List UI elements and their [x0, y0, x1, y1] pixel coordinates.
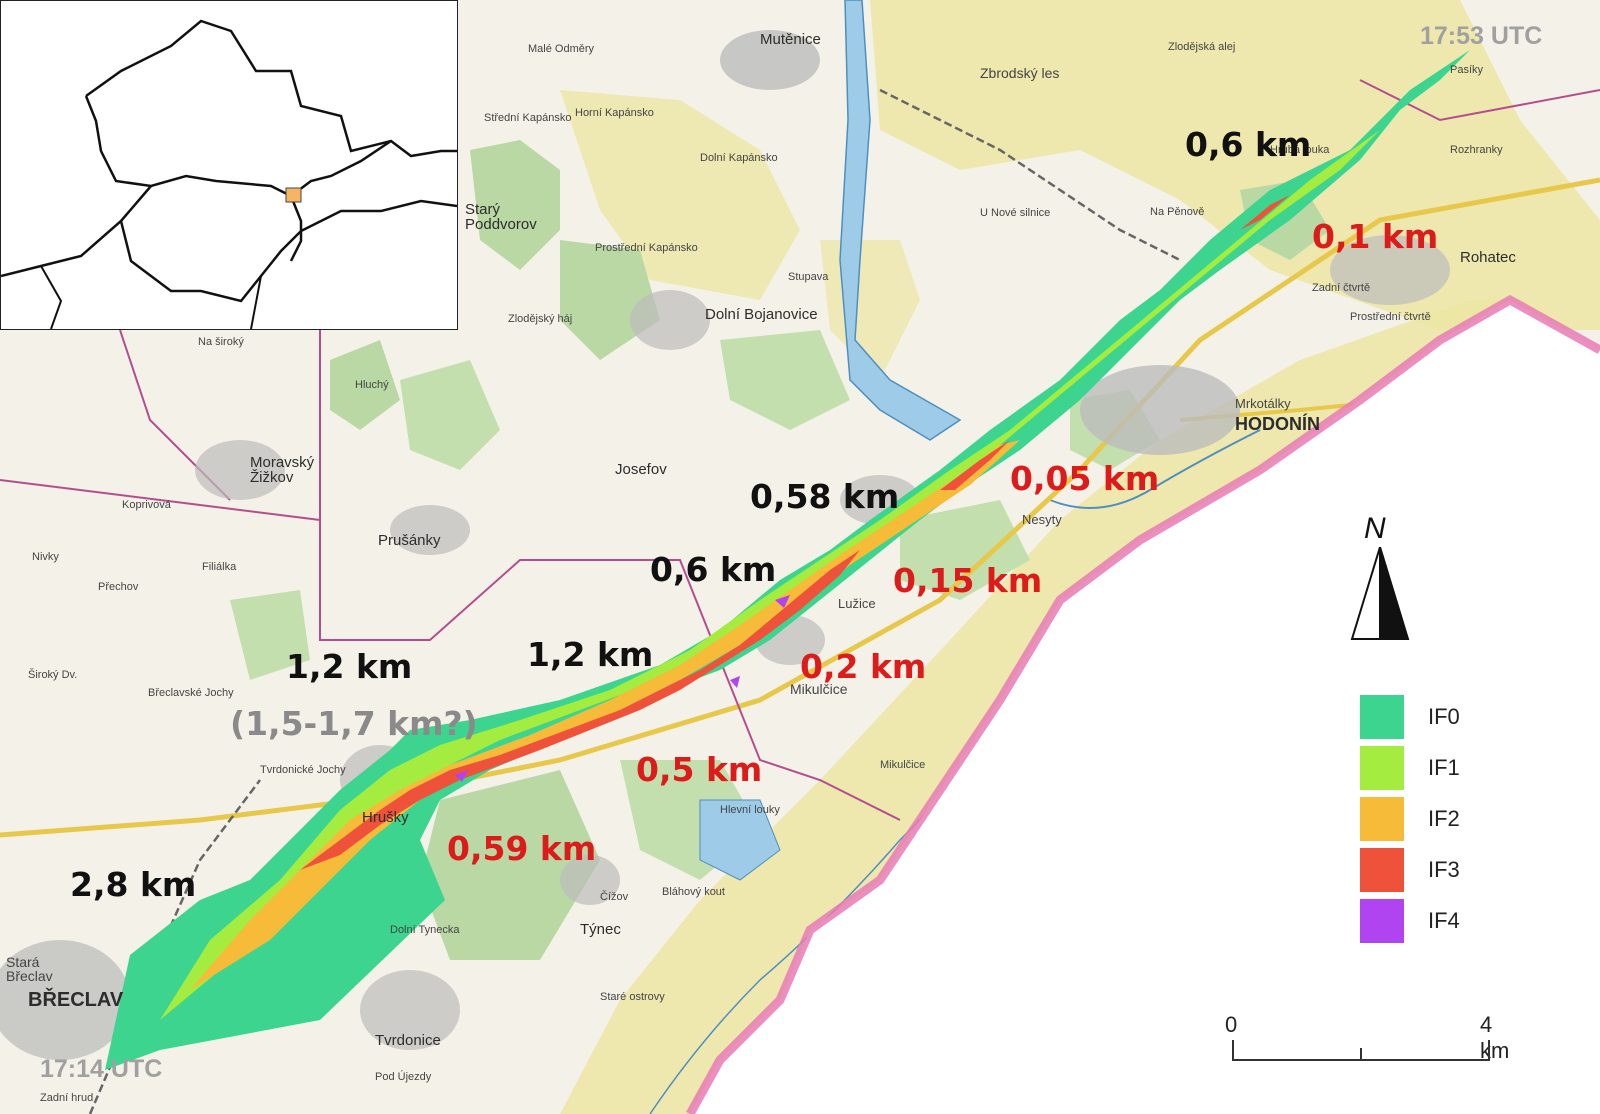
label-na-siroky: Na široký [198, 336, 244, 348]
scale-bar-line [1232, 1040, 1490, 1061]
label-koprivova: Koprivová [122, 499, 171, 511]
legend-swatch-if4 [1360, 899, 1404, 943]
label-breclavske-jochy: Břeclavské Jochy [148, 687, 234, 699]
label-male-odmery: Malé Odměry [528, 43, 595, 55]
legend-swatch-if0 [1360, 695, 1404, 739]
north-arrow-icon [1350, 547, 1410, 640]
place-stara-breclav: Stará Břeclav [6, 954, 53, 984]
label-zlodejska-alej: Zlodějská alej [1168, 41, 1236, 53]
label-hluchy: Hluchý [355, 379, 389, 391]
place-rohatec: Rohatec [1460, 249, 1516, 266]
legend-label-if3: IF3 [1428, 857, 1460, 882]
width-label-0-6-ne: 0,6 km [1185, 125, 1312, 164]
place-moravsky-zizkov: Moravský Žižkov [250, 454, 315, 486]
label-zbrodsky-les: Zbrodský les [980, 65, 1060, 81]
place-josefov: Josefov [615, 461, 667, 478]
north-label: N [1364, 512, 1386, 545]
place-mikulcice: Mikulčice [790, 681, 848, 697]
label-hlevni-louky: Hlevní louky [720, 804, 780, 816]
label-stupava: Stupava [788, 271, 829, 283]
width-label-0-5: 0,5 km [636, 750, 763, 789]
place-stary-poddvorov: Starý Poddvorov [465, 201, 537, 233]
label-zadni-hrud: Zadní hrud [40, 1092, 94, 1104]
label-dolni-tynecka: Dolní Tynecka [390, 924, 460, 936]
place-hodonin: HODONÍN [1235, 414, 1320, 434]
label-dolni-kapansko: Dolní Kapánsko [700, 152, 778, 164]
width-label-1-2-west: 1,2 km [286, 647, 413, 686]
place-prusanky: Prušánky [378, 532, 441, 549]
legend-item-if4: IF4 [1360, 899, 1500, 943]
width-label-0-1: 0,1 km [1312, 217, 1439, 256]
width-label-0-6: 0,6 km [650, 550, 777, 589]
legend-item-if1: IF1 [1360, 746, 1500, 790]
place-mutenice: Mutěnice [760, 31, 821, 48]
legend-swatch-if3 [1360, 848, 1404, 892]
legend-label-if2: IF2 [1428, 806, 1460, 831]
label-prostredni-kapansko: Prostřední Kapánsko [595, 242, 698, 254]
scale-bar: 0 4 km [1225, 1010, 1509, 1063]
label-stare-ostrovy: Staré ostrovy [600, 991, 665, 1003]
scale-start-label: 0 [1225, 1012, 1238, 1037]
label-rozhranky: Rozhranky [1450, 144, 1503, 156]
width-label-0-58: 0,58 km [750, 477, 900, 516]
width-label-1-2-center: 1,2 km [527, 635, 654, 674]
label-prechov: Přechov [98, 581, 139, 593]
width-label-0-05: 0,05 km [1010, 459, 1160, 498]
legend-label-if0: IF0 [1428, 704, 1460, 729]
label-u-nove-silnice: U Nové silnice [980, 207, 1051, 219]
label-tvrdonicke-jochy: Tvrdonické Jochy [260, 764, 346, 776]
label-hruba-louka: Hrubá louka [1270, 144, 1330, 156]
width-label-2-8: 2,8 km [70, 865, 197, 904]
legend-item-if2: IF2 [1360, 797, 1500, 841]
end-time-label: 17:53 UTC [1420, 22, 1543, 50]
label-mrkotalky: Mrkotálky [1235, 396, 1291, 411]
label-siroky-dv: Široký Dv. [28, 669, 78, 681]
label-mikulcice-small: Mikulčice [880, 759, 926, 771]
place-tynec: Týnec [580, 921, 621, 938]
place-nesyty: Nesyty [1022, 512, 1062, 527]
label-zadni-ctvrte: Zadní čtvrtě [1312, 282, 1371, 294]
label-pasiky: Pasíky [1450, 64, 1484, 76]
label-filialka: Filiálka [202, 561, 237, 573]
label-horni-kapansko: Horní Kapánsko [575, 107, 654, 119]
label-cizov: Čížov [600, 891, 629, 903]
place-hrusky: Hrušky [362, 809, 409, 826]
inset-map [0, 0, 458, 330]
inset-location-marker [285, 187, 302, 203]
place-dolni-bojanovice: Dolní Bojanovice [705, 306, 818, 323]
place-luzice: Lužice [838, 596, 876, 611]
start-time-label: 17:14 UTC [40, 1055, 163, 1083]
width-label-0-2: 0,2 km [800, 647, 927, 686]
legend-item-if0: IF0 [1360, 695, 1500, 739]
width-label-0-59: 0,59 km [447, 829, 597, 868]
label-zlodejsky-haj: Zlodějský háj [508, 313, 573, 325]
place-tvrdonice: Tvrdonice [375, 1032, 441, 1049]
label-prostredni-ctvrte: Prostřední čtvrtě [1350, 311, 1431, 323]
legend-swatch-if1 [1360, 746, 1404, 790]
width-label-0-15: 0,15 km [893, 561, 1043, 600]
place-breclav: BŘECLAV [28, 989, 124, 1011]
legend-label-if1: IF1 [1428, 755, 1460, 780]
width-label-range: (1,5-1,7 km?) [230, 704, 478, 743]
inset-outline [0, 19, 458, 330]
label-pod-ujezdy: Pod Újezdy [375, 1071, 432, 1083]
north-arrow: N [1350, 512, 1410, 642]
label-blahovy-kout: Bláhový kout [662, 886, 725, 898]
legend-swatch-if2 [1360, 797, 1404, 841]
damage-path [105, 50, 1470, 1070]
legend-label-if4: IF4 [1428, 908, 1460, 933]
legend-item-if3: IF3 [1360, 848, 1500, 892]
scale-end-label: 4 km [1480, 1012, 1510, 1063]
label-stredni-kapansko: Střední Kapánsko [484, 112, 572, 124]
label-na-penove: Na Pěnově [1150, 206, 1205, 218]
label-nivky: Nivky [32, 551, 59, 563]
